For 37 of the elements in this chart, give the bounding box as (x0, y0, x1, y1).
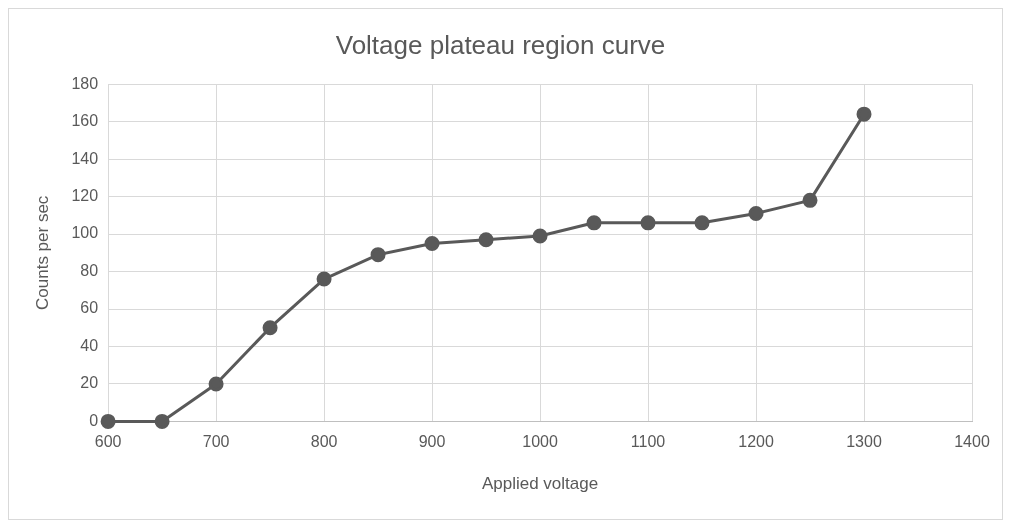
x-tick-label: 1300 (846, 433, 882, 451)
x-tick-label: 1000 (522, 433, 558, 451)
y-tick-label: 40 (80, 336, 99, 354)
y-tick-label: 0 (89, 411, 99, 429)
x-tick-label: 800 (310, 433, 338, 451)
point (154, 413, 170, 429)
y-tick-label: 100 (71, 224, 99, 242)
point (478, 232, 494, 248)
x-tick-label: 1100 (630, 433, 666, 451)
y-tick-label: 180 (71, 74, 99, 92)
point (532, 228, 548, 244)
chart-title: Voltage plateau region curve (335, 29, 666, 60)
point (424, 235, 440, 251)
x-tick-label: 1400 (954, 433, 990, 451)
x-tick-label: 900 (418, 433, 446, 451)
point (802, 192, 818, 208)
point (640, 215, 656, 231)
y-tick-label: 140 (71, 149, 99, 167)
point (856, 106, 872, 122)
point (262, 320, 278, 336)
point (100, 413, 116, 429)
y-tick-label: 120 (71, 187, 99, 205)
point (208, 376, 224, 392)
x-tick-label: 600 (94, 433, 122, 451)
point (316, 271, 332, 287)
y-tick-label: 60 (80, 299, 99, 317)
point (586, 215, 602, 231)
x-axis-title: Applied voltage (481, 474, 599, 494)
point (370, 247, 386, 263)
y-axis-title: Counts per sec (32, 195, 52, 310)
point (748, 205, 764, 221)
y-tick-label: 20 (80, 374, 99, 392)
x-tick-label: 700 (202, 433, 230, 451)
point (694, 215, 710, 231)
y-tick-label: 160 (71, 112, 99, 130)
y-tick-label: 80 (80, 261, 99, 279)
x-tick-label: 1200 (738, 433, 774, 451)
